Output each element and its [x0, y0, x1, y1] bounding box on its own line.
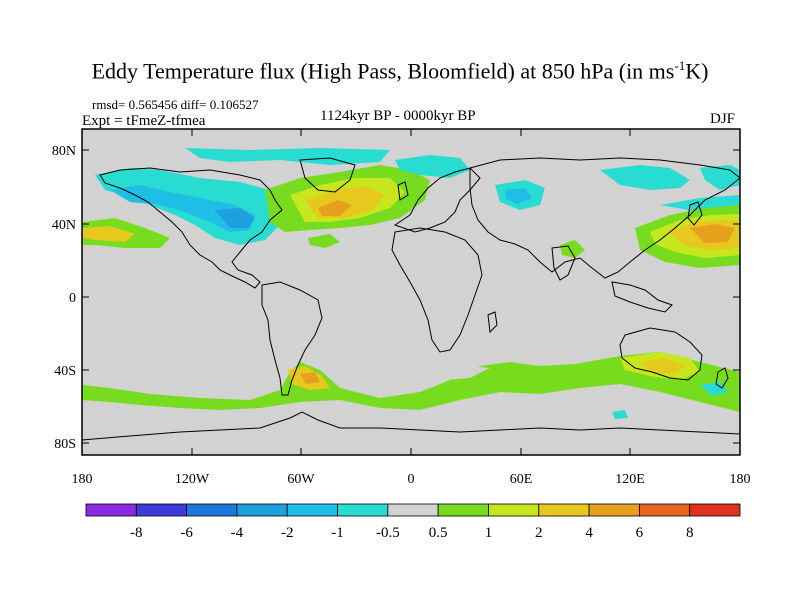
lat-label: 0 — [69, 291, 76, 306]
lat-label: 80S — [54, 437, 76, 452]
australia-yellow — [640, 358, 685, 374]
coast-se-asia — [611, 281, 673, 313]
far-east-cyan — [700, 165, 740, 190]
colorbar-box — [337, 503, 389, 517]
coast-new-zealand — [715, 367, 729, 389]
east-asia-cyan — [600, 165, 690, 190]
colorbar-label: -1 — [331, 525, 344, 541]
colorbar-label: -2 — [281, 525, 294, 541]
colorbar-box — [638, 503, 691, 517]
colorbar-box — [186, 503, 238, 517]
lon-label: 60E — [510, 472, 533, 487]
colorbar-box — [689, 503, 741, 517]
colorbar-box — [85, 503, 137, 517]
title-main: Eddy Temperature flux (High Pass, Bloomf… — [91, 58, 675, 84]
colorbar-label: -4 — [231, 525, 244, 541]
lat-label: 80N — [52, 144, 76, 159]
colorbar-box — [135, 503, 188, 517]
colorbar-label: -6 — [180, 525, 193, 541]
southern-ocean-cyan-gap — [440, 366, 490, 380]
coast-greenland — [299, 157, 356, 193]
plot-title: Eddy Temperature flux (High Pass, Bloomf… — [0, 58, 800, 84]
europe-cyan-patch — [395, 155, 470, 178]
coast-madagascar — [487, 311, 498, 334]
coast-africa — [391, 227, 483, 353]
south-atlantic-orange — [300, 372, 320, 384]
pacific-small-green — [308, 234, 340, 248]
colorbar-box — [488, 503, 540, 517]
north-pacific-yellow — [82, 226, 135, 242]
experiment-label: Expt = tFmeZ-tfmea — [82, 113, 206, 129]
southern-ocean-green — [82, 352, 740, 412]
coast-europe — [393, 167, 481, 233]
flux-anomaly-shading — [82, 148, 740, 419]
colorbar-box — [387, 503, 439, 517]
colorbar-box — [437, 503, 489, 517]
north-atlantic-orange — [318, 200, 352, 216]
lon-label: 180 — [72, 472, 93, 487]
lat-label: 40S — [54, 364, 76, 379]
title-superscript: -1 — [674, 58, 686, 73]
title-end: K) — [685, 58, 709, 84]
colorbar-box — [588, 503, 640, 517]
lon-label: 120W — [175, 472, 210, 487]
colorbar-label: 4 — [585, 525, 593, 541]
period-label: 1124kyr BP - 0000kyr BP — [320, 108, 476, 124]
coast-india — [551, 245, 576, 281]
season-label: DJF — [710, 111, 736, 127]
colorbar-label: 0.5 — [429, 525, 448, 541]
north-america-deepblue — [215, 208, 255, 228]
lat-label: 40N — [52, 218, 76, 233]
coastlines — [82, 157, 740, 441]
colorbar-label: 1 — [485, 525, 493, 541]
colorbar-box — [286, 503, 338, 517]
colorbar-label: -0.5 — [376, 525, 400, 541]
lon-label: 180 — [730, 472, 751, 487]
colorbar-label: -8 — [130, 525, 143, 541]
coast-antarctica — [82, 411, 740, 441]
stats-text: rmsd= 0.565456 diff= 0.106527 — [92, 97, 259, 112]
colorbar-label: 2 — [535, 525, 543, 541]
colorbar-label: 8 — [686, 525, 694, 541]
south-indian-cyan-dot — [612, 410, 628, 419]
coast-australia — [619, 327, 703, 381]
lon-label: 60W — [287, 472, 315, 487]
coast-south-america — [261, 281, 323, 396]
colorbar-label: 6 — [636, 525, 644, 541]
colorbar-box — [538, 503, 590, 517]
coast-uk — [397, 181, 409, 201]
lon-label: 0 — [408, 472, 415, 487]
siberia-blue — [505, 188, 532, 204]
lon-label: 120E — [615, 472, 645, 487]
kuroshio-orange — [690, 224, 735, 243]
south-pacific-cyan — [700, 382, 728, 396]
coast-asia — [469, 157, 740, 279]
india-green — [560, 240, 585, 258]
north-america-blue — [110, 185, 255, 232]
coast-north-america — [99, 167, 283, 289]
colorbar-box — [236, 503, 288, 517]
coast-japan — [687, 201, 703, 226]
